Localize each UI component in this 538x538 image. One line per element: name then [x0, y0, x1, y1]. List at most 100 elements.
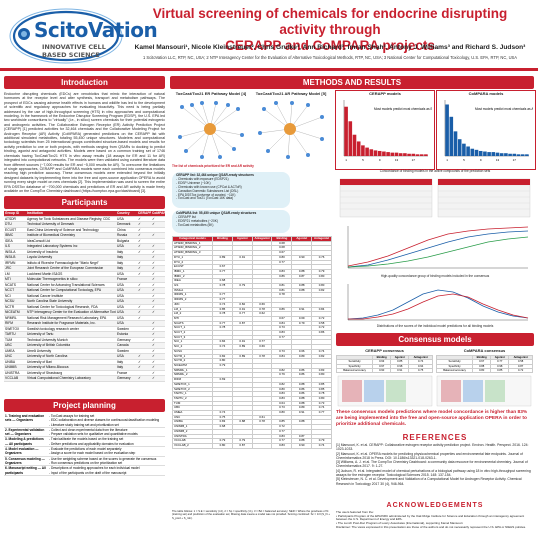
table-cell: USA	[116, 298, 137, 305]
table-row: ATSDR Agency for Toxic Substances and Dis…	[4, 216, 165, 222]
table-row: Sensitivity 0.67 0.77 0.58	[435, 359, 533, 365]
table-cell: ✓	[137, 353, 151, 360]
table-cell: Technical University Munich	[26, 337, 116, 343]
histogram-bar	[512, 153, 517, 156]
table-cell	[137, 254, 151, 261]
table-row: NCI National Cancer Institute USA ✓	[4, 293, 165, 299]
concordance-tables	[338, 177, 532, 219]
histogram-bar	[449, 116, 454, 156]
table-row: VCCLAB_2 0.80 0.87 0.83 0.90 0.74	[172, 442, 332, 449]
consensus-summary: These consensus models predictions where…	[336, 410, 528, 427]
table-cell: Swedish toxicology research center	[26, 326, 116, 332]
histogram-bar	[466, 146, 470, 156]
table-cell: ✓	[151, 271, 165, 277]
histogram-annotation: Most models predict most chemicals as ER…	[374, 107, 432, 111]
participants-column-header: CoMPARA	[151, 211, 165, 217]
table-row: ECUST East China University of Science an…	[4, 227, 165, 233]
table-cell: ✓	[137, 375, 151, 382]
table-cell: Joint Research Centre of the European Co…	[26, 265, 116, 272]
table-cell	[137, 370, 151, 376]
compara-consensus-table: Binding Agonist Antagonist Sensitivity 0.67 0…	[435, 354, 533, 374]
table-cell	[251, 442, 273, 449]
table-cell: Specificity	[335, 363, 374, 369]
planning-tasks: - Descriptions of modeling approaches fo…	[48, 465, 165, 476]
table-row: 4. Model evaluation — Organizers - Evalua…	[4, 446, 165, 457]
x-tick-label: 13	[496, 158, 500, 162]
table-cell: Technical University of Denmark	[26, 221, 116, 228]
table-cell	[137, 276, 151, 283]
poster-title: Virtual screening of chemicals for endoc…	[152, 6, 508, 53]
ack-item: • The Lunch Post-Doc Program of Lowry As…	[336, 521, 464, 526]
table-cell: UNC	[4, 353, 26, 360]
histogram-bar	[520, 154, 525, 156]
x-tick-label: 1	[446, 158, 448, 162]
table-row: NCSU 0.73 0.66 0.74	[172, 348, 332, 355]
table-cell: Sensitivity	[335, 359, 374, 365]
table-row: NCATS National Center for Advancing Trans…	[4, 282, 165, 288]
table-cell: ✓	[151, 359, 165, 365]
participants-header: Participants	[4, 196, 165, 209]
table-cell: National Cancer Institute	[26, 293, 116, 299]
table-cell: IBMC	[4, 232, 26, 239]
header-divider	[0, 68, 538, 71]
table-cell: Loyola University	[26, 254, 116, 261]
consensus-map-panel	[336, 374, 533, 408]
histogram-bar	[487, 152, 491, 156]
categorical-footnote: The table follows: 1 = S.E = sensitivity…	[172, 510, 330, 520]
table-cell: 0.98	[390, 363, 410, 369]
histogram-bar	[390, 152, 395, 156]
table-cell: VCCLAB	[4, 375, 26, 382]
table-cell: ✓	[151, 282, 165, 288]
table-row: IDEA IdeaConsult Ltd Bulgaria ✓	[4, 238, 165, 244]
table-row: UMEA Umeå University Sweden ✓	[4, 348, 165, 354]
table-row: 2. Experimental validation set — Organiz…	[4, 427, 165, 438]
histogram-bar	[491, 152, 496, 156]
list-item: - Canadian Domestic Substances List (DSL…	[176, 188, 239, 193]
table-row: UNIMIB_1 0.68 0.72	[172, 424, 332, 430]
histogram-bar	[386, 152, 390, 156]
table-cell: IRFMN	[4, 260, 26, 266]
cerapp-hist-title: CERAPP models	[369, 91, 401, 96]
table-cell: Agency for Toxic Substances and Disease …	[26, 216, 116, 222]
histogram-bar	[411, 153, 416, 156]
histogram-bar	[457, 139, 462, 156]
network-caption: The list of chemicals prioritized for ER…	[172, 164, 254, 168]
histogram-bar	[462, 143, 466, 156]
histogram-bar	[478, 150, 483, 156]
list-item: - CERAPP list	[176, 214, 196, 219]
table-cell	[137, 337, 151, 343]
table-cell: JRC	[4, 265, 26, 272]
table-cell	[137, 331, 151, 338]
table-cell: ✓	[151, 304, 165, 310]
table-cell: East China University of Science and Tec…	[26, 227, 116, 233]
table-cell: ✓	[137, 265, 151, 272]
table-cell: NCATS	[4, 282, 26, 288]
participants-table-wrap: Group IDInstitutionCountryCERAPPCoMPARA …	[4, 211, 165, 395]
table-cell: ✓	[151, 326, 165, 332]
x-tick-label: 5	[463, 158, 465, 162]
x-tick-label: 9	[480, 158, 482, 162]
table-cell: USA	[116, 282, 137, 288]
concordance-caption: Concordance of binding models in the act…	[379, 169, 491, 173]
logo: ScitoVation INNOVATIVE CELL BASED SCIENC…	[8, 8, 158, 76]
table-row: 5. Consensus modeling — Organizers - Use …	[4, 456, 165, 467]
histogram-bar	[361, 145, 365, 156]
logo-ring-icon	[9, 8, 123, 64]
table-cell: Italy	[116, 260, 137, 266]
table-cell: USA	[116, 320, 137, 327]
table-cell: NTP Interagency Center for the Evaluatio…	[26, 309, 116, 316]
histogram-bar	[508, 153, 512, 156]
table-cell: USA	[116, 304, 137, 310]
planning-step: 2. Experimental validation set — Organiz…	[4, 427, 48, 438]
pathway-network-diagram	[178, 101, 324, 159]
histogram-bar	[516, 154, 521, 156]
table-cell: TARTU	[4, 331, 26, 338]
table-cell	[151, 238, 165, 244]
table-cell: ✓	[137, 243, 151, 250]
table-cell: ✓	[151, 320, 165, 327]
cerapp-consensus-wrap: Binding Agonist Antagonist Sensitivity 0.93 0…	[335, 354, 433, 374]
cerapp-consensus-title: CERAPP consensus	[365, 348, 404, 353]
table-cell: 0.74	[408, 359, 433, 365]
table-cell: National Center for Computational Toxico…	[26, 287, 116, 294]
table-row: NCATS 0.77 0.87 0.84 0.79 0.58	[172, 320, 332, 327]
